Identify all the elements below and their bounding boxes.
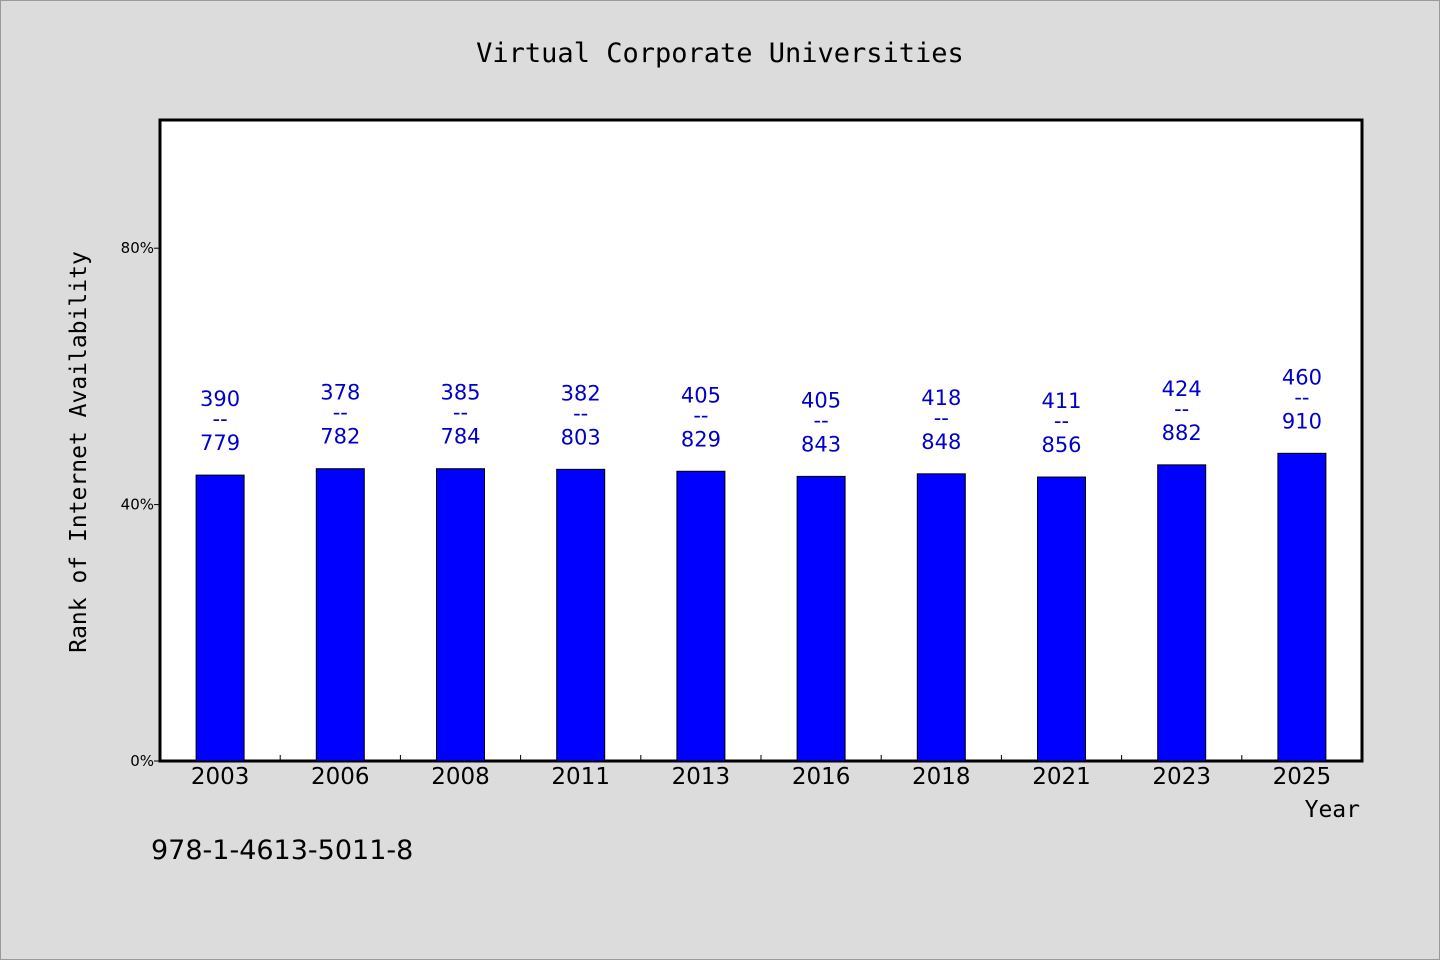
data-label-top: 460 [1282, 365, 1322, 389]
x-tick-label: 2025 [1273, 764, 1332, 790]
bar [1157, 464, 1207, 762]
data-labels: 390--779378--782385--784382--803405--829… [200, 365, 1322, 457]
data-label-bottom: 779 [200, 431, 240, 455]
isbn-caption: 978-1-4613-5011-8 [151, 835, 414, 866]
x-tick-label: 2011 [551, 764, 610, 790]
y-tick-label: 0% [130, 752, 154, 770]
data-label-separator: -- [693, 403, 708, 427]
data-label-top: 424 [1162, 377, 1202, 401]
x-tick-label: 2013 [672, 764, 731, 790]
data-label-top: 411 [1041, 389, 1081, 413]
data-label-top: 385 [440, 381, 480, 405]
data-label-bottom: 910 [1282, 409, 1322, 433]
data-label-top: 405 [681, 383, 721, 407]
data-label-separator: -- [573, 401, 588, 425]
bar [916, 473, 966, 762]
x-axis-label: Year [1305, 797, 1360, 823]
bar [676, 470, 726, 762]
bar [315, 468, 365, 762]
data-label-bottom: 856 [1041, 433, 1081, 457]
x-tick-label: 2008 [431, 764, 490, 790]
data-label-separator: -- [453, 401, 468, 425]
data-label-bottom: 782 [320, 425, 360, 449]
data-label-separator: -- [213, 407, 228, 431]
x-tick-label: 2018 [912, 764, 971, 790]
y-tick-label: 40% [121, 496, 154, 514]
bar [1037, 476, 1086, 762]
data-label-bottom: 882 [1162, 421, 1202, 445]
x-axis-tick-labels: 2003 2006 2008 2011 2013 2016 2018 2021 2023 2025 [191, 764, 1331, 790]
bar [436, 468, 485, 762]
bar [1277, 452, 1327, 762]
data-label-separator: -- [934, 406, 949, 430]
data-label-separator: -- [1294, 385, 1309, 409]
data-label-separator: -- [1174, 397, 1189, 421]
data-label-bottom: 829 [681, 427, 721, 451]
data-label-top: 405 [801, 388, 841, 412]
x-tick-label: 2021 [1032, 764, 1091, 790]
y-tick-label: 80% [121, 239, 154, 257]
bar [796, 475, 846, 762]
x-tick-label: 2003 [191, 764, 250, 790]
data-label-bottom: 784 [440, 425, 480, 449]
data-label-top: 390 [200, 387, 240, 411]
bar [195, 474, 245, 762]
data-label-top: 378 [320, 381, 360, 405]
y-axis-ticks: 0% 40% 80% [121, 239, 160, 770]
data-label-bottom: 843 [801, 432, 841, 456]
y-axis-label: Rank of Internet Availability [66, 251, 92, 653]
x-tick-label: 2023 [1152, 764, 1211, 790]
x-tick-label: 2016 [792, 764, 851, 790]
data-label-top: 382 [561, 381, 601, 405]
bar-series [195, 452, 1327, 762]
data-label-bottom: 803 [561, 425, 601, 449]
chart-title: Virtual Corporate Universities [476, 38, 964, 69]
data-label-bottom: 848 [921, 430, 961, 454]
bar [556, 468, 606, 762]
data-label-top: 418 [921, 386, 961, 410]
data-label-separator: -- [814, 408, 829, 432]
data-label-separator: -- [1054, 409, 1069, 433]
x-tick-label: 2006 [311, 764, 370, 790]
data-label-separator: -- [333, 401, 348, 425]
x-axis-ticks [279, 755, 1243, 761]
